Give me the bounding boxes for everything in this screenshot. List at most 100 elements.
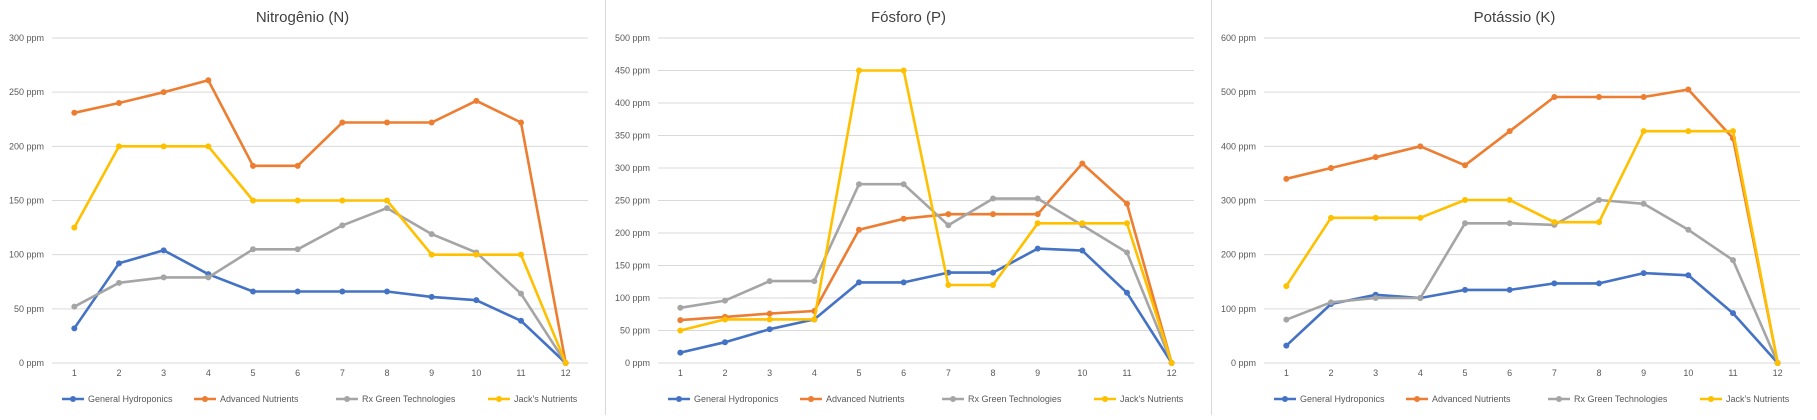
data-point-rx-green-technologies [384,205,390,212]
legend-label: Jack's Nutrients [514,394,578,404]
series-line-jack-s-nutrients [73,145,568,365]
legend-item-rx-green-technologies: Rx Green Technologies [942,394,1062,404]
legend-marker [344,396,350,402]
x-tick-label: 9 [1641,368,1646,378]
y-tick-label: 200 ppm [9,141,44,151]
y-tick-label: 100 ppm [1221,304,1256,314]
legend-marker [950,396,956,402]
data-point-rx-green-technologies [518,290,524,297]
data-point-rx-green-technologies [677,304,684,311]
legend-label: Advanced Nutrients [220,394,299,404]
legend-label: Jack's Nutrients [1120,394,1184,404]
y-tick-label: 300 ppm [615,163,650,173]
data-point-advanced-nutrients [205,77,212,84]
chart-panel-phosphorus: Fósforo (P) 0 ppm 50 ppm 100 ppm 150 ppm 200 … [606,0,1211,415]
series-line-jack-s-nutrients [1285,129,1780,365]
x-tick-label: 7 [340,368,345,378]
data-point-rx-green-technologies [766,278,773,285]
data-point-advanced-nutrients [1124,200,1130,207]
series-line-general-hydroponics [73,249,568,365]
legend-label: General Hydroponics [1300,394,1385,404]
x-tick-label: 12 [561,368,571,378]
legend-marker [808,396,814,402]
data-point-jack-s-nutrients [945,282,952,288]
data-point-rx-green-technologies [1730,257,1736,264]
data-point-rx-green-technologies [1640,200,1647,207]
data-point-general-hydroponics [1283,342,1290,349]
data-point-advanced-nutrients [250,162,256,169]
series-line-rx-green-technologies [679,182,1174,365]
data-point-general-hydroponics [1551,280,1558,287]
data-point-advanced-nutrients [71,109,78,116]
data-point-rx-green-technologies [811,278,818,285]
data-point-jack-s-nutrients [339,197,346,204]
y-tick-label: 400 ppm [615,98,650,108]
data-point-advanced-nutrients [294,162,301,169]
data-point-general-hydroponics [294,288,301,295]
data-point-jack-s-nutrients [990,282,996,288]
chart-panel-nitrogen: Nitrogênio (N) 0 ppm 50 ppm 100 ppm 150 ppm 2… [0,0,605,415]
x-tick-label: 4 [812,368,817,378]
data-point-general-hydroponics [1596,280,1602,287]
data-point-advanced-nutrients [1034,211,1041,218]
legend-item-advanced-nutrients: Advanced Nutrients [1406,394,1511,404]
data-point-jack-s-nutrients [1551,219,1558,226]
data-point-rx-green-technologies [990,195,996,202]
data-point-rx-green-technologies [900,181,907,188]
legend-label: Advanced Nutrients [1432,394,1511,404]
x-tick-label: 8 [990,368,995,378]
legend-item-jack-s-nutrients: Jack's Nutrients [488,394,578,404]
data-point-advanced-nutrients [677,317,684,324]
x-tick-label: 5 [250,368,255,378]
data-point-general-hydroponics [1685,272,1692,279]
data-point-rx-green-technologies [1685,226,1692,233]
data-point-jack-s-nutrients [1124,220,1130,227]
x-tick-label: 6 [295,368,300,378]
legend-label: Advanced Nutrients [826,394,905,404]
x-tick-label: 5 [856,368,861,378]
x-tick-label: 6 [1507,368,1512,378]
data-point-jack-s-nutrients [428,251,435,258]
series-line-advanced-nutrients [1285,88,1780,365]
data-point-rx-green-technologies [1372,295,1379,301]
data-point-advanced-nutrients [1551,94,1558,101]
chart-title: Potássio (K) [1474,9,1556,26]
x-tick-label: 1 [678,368,683,378]
data-point-general-hydroponics [1124,289,1130,296]
data-point-general-hydroponics [71,325,78,332]
x-tick-label: 3 [161,368,166,378]
legend-marker [202,396,208,402]
x-tick-label: 1 [72,368,77,378]
legend-label: Rx Green Technologies [1574,394,1668,404]
y-tick-label: 600 ppm [1221,33,1256,43]
data-point-advanced-nutrients [1372,154,1379,161]
x-tick-label: 8 [1596,368,1601,378]
data-point-advanced-nutrients [900,215,907,222]
x-tick-label: 3 [1373,368,1378,378]
legend-item-general-hydroponics: General Hydroponics [668,394,779,404]
y-tick-label: 0 ppm [1231,358,1256,368]
data-point-advanced-nutrients [518,119,524,126]
x-tick-label: 6 [901,368,906,378]
data-point-rx-green-technologies [1506,220,1513,227]
series-line-advanced-nutrients [679,162,1174,365]
data-point-jack-s-nutrients [1034,220,1041,227]
x-tick-label: 11 [1122,368,1131,378]
chart-panel-potassium: Potássio (K) 0 ppm 100 ppm 200 ppm 300 ppm 40… [1212,0,1817,415]
data-point-advanced-nutrients [1506,128,1513,135]
data-point-advanced-nutrients [1640,94,1647,101]
data-point-jack-s-nutrients [1079,220,1086,227]
data-point-advanced-nutrients [1283,175,1290,182]
data-point-jack-s-nutrients [116,143,122,150]
data-point-advanced-nutrients [945,211,952,218]
y-tick-label: 500 ppm [615,33,650,43]
data-point-jack-s-nutrients [1685,128,1692,135]
y-tick-label: 450 ppm [615,66,650,76]
legend-label: Rx Green Technologies [968,394,1062,404]
data-point-jack-s-nutrients [1462,196,1468,203]
panel-divider [1211,0,1212,415]
data-point-general-hydroponics [518,317,524,324]
data-point-general-hydroponics [1640,270,1647,277]
legend-item-jack-s-nutrients: Jack's Nutrients [1700,394,1790,404]
